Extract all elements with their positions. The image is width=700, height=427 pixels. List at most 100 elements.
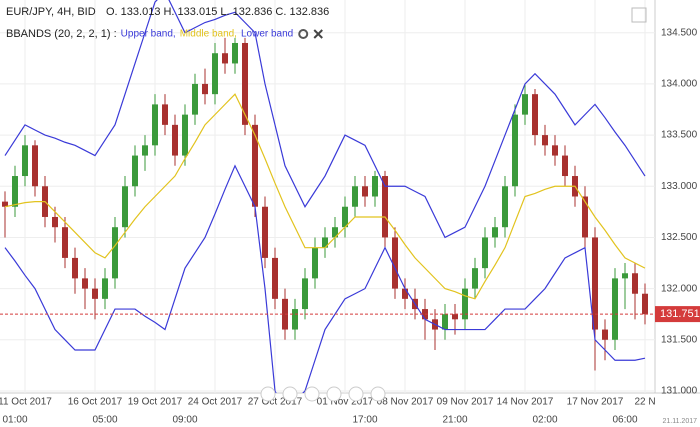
candle-body bbox=[22, 145, 28, 177]
time-label: 21:00 bbox=[442, 415, 467, 426]
x-tick-label: 27 Oct 2017 bbox=[248, 397, 303, 408]
band-line bbox=[4, 164, 646, 393]
footer-date: 21.11.2017 bbox=[662, 418, 697, 425]
candle-body bbox=[262, 206, 268, 258]
candle-body bbox=[552, 145, 558, 156]
band-line bbox=[4, 93, 646, 300]
candle-body bbox=[392, 237, 398, 289]
candle-body bbox=[442, 314, 448, 330]
band-line bbox=[4, 0, 646, 239]
time-label: 02:00 bbox=[532, 415, 557, 426]
nav-button[interactable] bbox=[370, 386, 386, 402]
candle-body bbox=[462, 288, 468, 320]
time-label: 09:00 bbox=[172, 415, 197, 426]
candle-body bbox=[632, 273, 638, 294]
candle-body bbox=[472, 268, 478, 289]
candle-body bbox=[502, 186, 508, 228]
x-tick-label: 17 Nov 2017 bbox=[567, 397, 624, 408]
candle-body bbox=[112, 227, 118, 279]
x-tick-label: 01 Nov 2017 bbox=[317, 397, 374, 408]
candle-body bbox=[532, 94, 538, 136]
candle-body bbox=[372, 176, 378, 197]
candle-body bbox=[32, 145, 38, 187]
candle-body bbox=[52, 216, 58, 228]
candle-body bbox=[182, 114, 188, 156]
candle-body bbox=[152, 104, 158, 146]
y-tick-label: 134.000 bbox=[661, 79, 698, 90]
last-price-box bbox=[655, 306, 700, 323]
candle-body bbox=[452, 314, 458, 320]
x-tick-label: 24 Oct 2017 bbox=[188, 397, 243, 408]
candle-body bbox=[522, 94, 528, 115]
nav-button[interactable] bbox=[282, 386, 298, 402]
candle-body bbox=[292, 309, 298, 330]
candle-body bbox=[582, 196, 588, 238]
candle-body bbox=[302, 278, 308, 310]
close-icon bbox=[313, 29, 323, 39]
candle-body bbox=[312, 247, 318, 279]
candle-body bbox=[222, 53, 228, 64]
indicator: BBANDS (20, 2, 2, 1) : bbox=[6, 28, 117, 40]
x-tick-label: 09 Nov 2017 bbox=[437, 397, 494, 408]
candle-body bbox=[192, 83, 198, 115]
candle-body bbox=[492, 227, 498, 238]
candle-body bbox=[542, 135, 548, 146]
candle-body bbox=[162, 104, 168, 125]
settings-icon bbox=[298, 29, 309, 39]
candle-body bbox=[622, 273, 628, 279]
x-tick-label: 22 N bbox=[634, 397, 655, 408]
x-tick-label: 11 Oct 2017 bbox=[0, 397, 52, 408]
x-tick-label: 08 Nov 2017 bbox=[377, 397, 434, 408]
candle-body bbox=[172, 124, 178, 156]
symbol: EUR/JPY, 4H, BID bbox=[6, 6, 96, 18]
candle-body bbox=[402, 288, 408, 299]
candle-body bbox=[322, 237, 328, 248]
nav-button[interactable] bbox=[260, 386, 276, 402]
expand-icon[interactable] bbox=[631, 7, 647, 23]
candle-body bbox=[362, 186, 368, 197]
ohlc: O. 133.013 H. 133.015 L. 132.836 C. 132.… bbox=[106, 6, 329, 18]
candle-body bbox=[342, 206, 348, 228]
candle-body bbox=[512, 114, 518, 187]
legend-entry: Upper band, bbox=[121, 29, 176, 40]
x-tick-label: 14 Nov 2017 bbox=[497, 397, 554, 408]
candle-body bbox=[212, 53, 218, 95]
time-label: 01:00 bbox=[2, 415, 27, 426]
legend-entry: Middle band, bbox=[180, 29, 237, 40]
y-tick-label: 132.500 bbox=[661, 232, 698, 243]
candle-body bbox=[72, 257, 78, 279]
nav-button[interactable] bbox=[348, 386, 364, 402]
y-tick-label: 131.000 bbox=[661, 386, 698, 397]
nav-button[interactable] bbox=[304, 386, 320, 402]
candle-body bbox=[232, 42, 238, 64]
candle-body bbox=[612, 278, 618, 340]
y-tick-label: 133.000 bbox=[661, 181, 698, 192]
time-label: 17:00 bbox=[352, 415, 377, 426]
candle-body bbox=[92, 288, 98, 299]
y-tick-label: 132.000 bbox=[661, 283, 698, 294]
candle-body bbox=[482, 237, 488, 269]
x-tick-label: 19 Oct 2017 bbox=[128, 397, 183, 408]
candle-body bbox=[102, 278, 108, 299]
candle-body bbox=[2, 201, 8, 207]
candle-body bbox=[122, 186, 128, 228]
candle-body bbox=[142, 145, 148, 156]
candle-body bbox=[12, 176, 18, 207]
candle-body bbox=[132, 155, 138, 187]
legend-entry: Lower band bbox=[241, 29, 293, 40]
y-tick-label: 131.500 bbox=[661, 334, 698, 345]
candle-body bbox=[562, 155, 568, 177]
candle-body bbox=[352, 186, 358, 207]
candle-body bbox=[82, 278, 88, 289]
candle-body bbox=[272, 257, 278, 299]
nav-button[interactable] bbox=[326, 386, 342, 402]
candle-body bbox=[242, 42, 248, 125]
candle-body bbox=[332, 227, 338, 238]
candle-body bbox=[202, 83, 208, 95]
y-tick-label: 133.500 bbox=[661, 130, 698, 141]
candle-body bbox=[382, 176, 388, 238]
last-price-label: 131.751 bbox=[660, 308, 700, 320]
candle-body bbox=[642, 293, 648, 315]
candle-body bbox=[602, 329, 608, 340]
